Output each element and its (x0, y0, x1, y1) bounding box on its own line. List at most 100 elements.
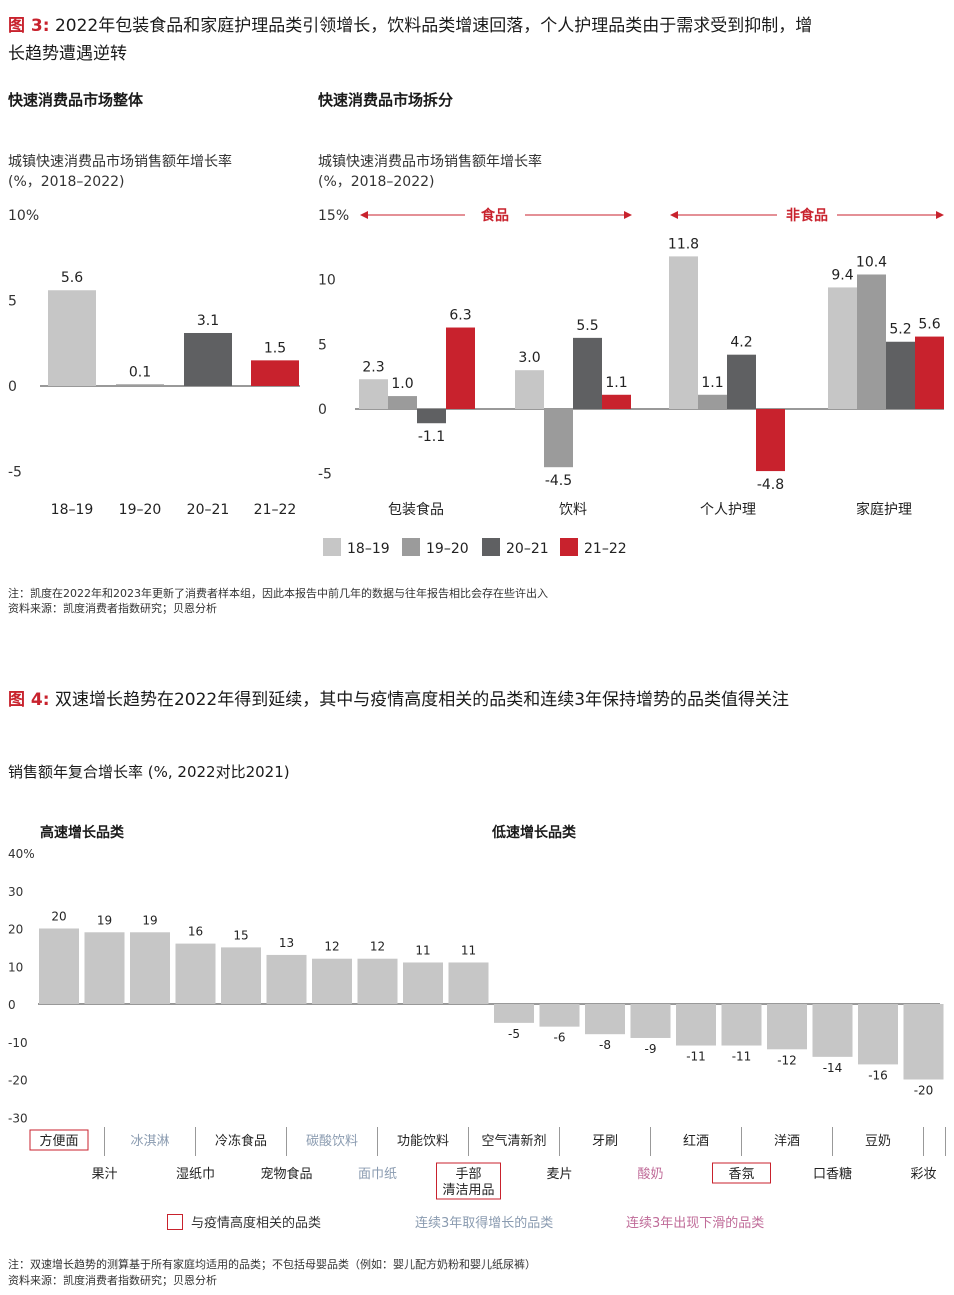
bar (756, 409, 785, 472)
y-tick-label: 0 (318, 402, 327, 418)
fig4-title-number: 图 4: (8, 690, 50, 710)
fig3-left-heading: 快速消费品市场整体 (8, 91, 144, 109)
data-label: -6 (554, 1031, 566, 1045)
group-label: 食品 (481, 207, 509, 224)
bar (828, 287, 857, 409)
bar (388, 396, 417, 409)
x-tick-label: 20–21 (187, 502, 230, 518)
x-tick-label: 方便面 (39, 1133, 78, 1149)
data-label: -1.1 (418, 429, 445, 445)
bar (39, 928, 79, 1004)
x-tick-label: 包装食品 (388, 501, 444, 518)
data-label: 1.1 (701, 375, 723, 391)
data-label: 3.1 (197, 313, 219, 329)
fig4-subtitle: 销售额年复合增长率 (%, 2022对比2021) (8, 763, 290, 781)
x-tick-label: 红酒 (683, 1133, 709, 1149)
bar (116, 384, 164, 386)
legend-swatch (402, 538, 420, 556)
data-label: -11 (732, 1050, 752, 1064)
fig3-right-ylabel-line2: (%，2018–2022) (318, 174, 435, 190)
legend-label: 18–19 (347, 541, 390, 557)
y-tick-label: 20 (8, 923, 23, 937)
x-tick-label: 湿纸巾 (176, 1167, 215, 1182)
data-label: 16 (188, 925, 203, 939)
legend-swatch (323, 538, 341, 556)
x-tick-label: 洋酒 (774, 1134, 800, 1149)
data-label: 1.1 (605, 375, 627, 391)
bar (48, 290, 96, 386)
group-arrow-head-right (936, 211, 944, 219)
data-label: 2.3 (362, 359, 384, 375)
legend-swatch (560, 538, 578, 556)
y-tick-label: -30 (8, 1111, 28, 1125)
legend-label: 19–20 (426, 541, 469, 557)
group-arrow-head-right (624, 211, 632, 219)
bar (515, 370, 544, 409)
data-label: -4.5 (545, 473, 572, 489)
data-label: -20 (914, 1084, 934, 1098)
x-tick-label: 口香糖 (813, 1166, 852, 1182)
bar (417, 409, 446, 424)
y-tick-label: -5 (8, 465, 22, 481)
data-label: 9.4 (831, 267, 853, 283)
data-label: 19 (97, 913, 112, 927)
data-label: -4.8 (757, 477, 784, 493)
fig3-title-number: 图 3: (8, 16, 50, 36)
bar (84, 932, 125, 1004)
y-tick-label: 10 (8, 960, 23, 974)
fig3-title-line2: 长趋势遭遇逆转 (8, 44, 127, 64)
x-tick-label: 19–20 (119, 502, 162, 518)
fig3-title-line1: 2022年包装食品和家庭护理品类引领增长，饮料品类增速回落，个人护理品类由于需求… (54, 16, 813, 36)
data-label: -11 (686, 1050, 706, 1064)
fig4-source: 资料来源：凯度消费者指数研究；贝恩分析 (8, 1274, 217, 1287)
legend-label: 21–22 (584, 541, 627, 557)
fig4-title-text: 双速增长趋势在2022年得到延续，其中与疫情高度相关的品类和连续3年保持增势的品… (54, 690, 790, 710)
y-tick-label: 0 (8, 998, 16, 1012)
data-label: -8 (599, 1038, 611, 1052)
fig3-left-ylabel-line1: 城镇快速消费品市场销售额年增长率 (8, 154, 232, 170)
x-tick-label: 香氛 (728, 1167, 754, 1182)
x-tick-label: 麦片 (546, 1167, 572, 1182)
fig3-overall-chart: 10% 5 0 -5 5.6 18–19 0.1 19–20 3.1 20–21 1.5 21–22 (8, 208, 300, 518)
pandemic-highlight-box (712, 1162, 771, 1184)
bar (727, 354, 756, 409)
bar (359, 379, 388, 409)
bar (676, 1004, 716, 1046)
data-label: 5.5 (576, 318, 598, 334)
x-tick-label: 个人护理 (700, 502, 756, 518)
y-tick-label: 15% (318, 208, 349, 224)
bar (669, 256, 698, 409)
bar (544, 409, 573, 468)
y-tick-label: 10% (8, 208, 39, 224)
legend-label: 20–21 (506, 541, 549, 557)
legend-pandemic-box (167, 1214, 183, 1230)
y-tick-label: -20 (8, 1074, 28, 1088)
fig3-title: 图 3: 2022年包装食品和家庭护理品类引领增长，饮料品类增速回落，个人护理品… (8, 12, 948, 68)
x-tick-label: 酸奶 (637, 1167, 663, 1182)
fig4-cagr-chart: 40% 30 20 10 0 -10 -20 -30 20 方便面 19 果汁 19 冰淇淋 16 湿纸巾 15… (8, 847, 946, 1200)
bar (446, 327, 475, 409)
data-label: 3.0 (518, 350, 540, 366)
fig3-source: 资料来源：凯度消费者指数研究；贝恩分析 (8, 602, 217, 615)
bar (494, 1004, 534, 1023)
x-tick-label: 功能饮料 (397, 1134, 449, 1149)
x-tick-label: 冰淇淋 (130, 1134, 169, 1149)
x-tick-label: 手部 (455, 1167, 481, 1182)
bar (767, 1004, 807, 1050)
data-label: 12 (324, 940, 339, 954)
data-label: 11.8 (668, 236, 699, 252)
fig3-right-heading: 快速消费品市场拆分 (318, 91, 454, 109)
data-label: 11 (415, 943, 430, 957)
data-label: 19 (142, 913, 157, 927)
y-tick-label: 0 (8, 379, 17, 395)
x-tick-label: 面巾纸 (358, 1167, 397, 1182)
bar (812, 1004, 853, 1057)
data-label: 5.2 (889, 322, 911, 338)
bar (175, 943, 216, 1004)
data-label: 13 (279, 936, 294, 950)
x-tick-label: 18–19 (51, 502, 94, 518)
x-tick-label: 家庭护理 (856, 501, 912, 518)
x-tick-label: 碳酸饮料 (306, 1134, 358, 1149)
data-label: 1.5 (264, 340, 286, 356)
data-label: 10.4 (856, 254, 887, 270)
